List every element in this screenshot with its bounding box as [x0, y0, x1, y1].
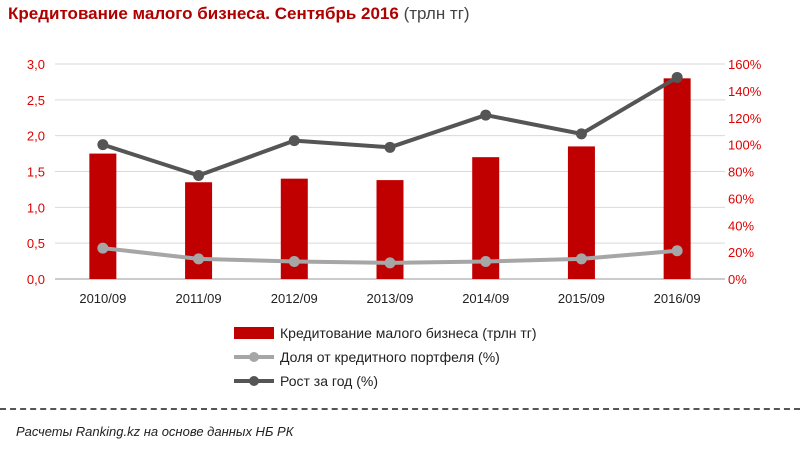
y-right-tick-label: 40%	[728, 218, 754, 233]
series-point	[193, 253, 205, 265]
series-point	[384, 257, 396, 269]
legend-label: Доля от кредитного портфеля (%)	[280, 349, 500, 365]
series-point	[575, 253, 587, 265]
series-point	[671, 245, 683, 257]
y-left-tick-label: 0,5	[27, 236, 45, 251]
series-point	[288, 135, 300, 147]
y-left-tick-label: 2,0	[27, 129, 45, 144]
series-point	[575, 128, 587, 140]
bar	[185, 182, 213, 279]
series-point	[480, 256, 492, 268]
y-left-tick-label: 0,0	[27, 272, 45, 287]
legend-label: Кредитование малого бизнеса (трлн тг)	[280, 325, 537, 341]
y-right-tick-label: 140%	[728, 84, 762, 99]
x-tick-label: 2011/09	[176, 291, 222, 306]
y-left-tick-label: 2,5	[27, 93, 45, 108]
source-note: Расчеты Ranking.kz на основе данных НБ Р…	[16, 424, 294, 439]
chart-title: Кредитование малого бизнеса. Сентябрь 20…	[8, 4, 470, 24]
chart-title-unit: (трлн тг)	[403, 4, 470, 23]
y-right-tick-label: 80%	[728, 165, 754, 180]
series-point	[671, 71, 683, 83]
y-left-tick-label: 1,5	[27, 165, 45, 180]
y-right-tick-label: 160%	[728, 57, 762, 72]
y-right-tick-label: 0%	[728, 272, 747, 287]
legend-swatch-point	[249, 352, 259, 362]
chart-title-main: Кредитование малого бизнеса. Сентябрь 20…	[8, 4, 399, 23]
series-point	[97, 242, 109, 254]
y-right-tick-label: 60%	[728, 191, 754, 206]
x-tick-label: 2010/09	[79, 291, 126, 306]
x-tick-label: 2012/09	[271, 291, 318, 306]
x-tick-label: 2014/09	[462, 291, 509, 306]
series-point	[193, 170, 205, 182]
y-right-tick-label: 120%	[728, 111, 762, 126]
x-tick-label: 2013/09	[367, 291, 414, 306]
combo-chart: 0,0 0,5 1,0 1,5 2,0 2,5 3,0 0% 20% 40% 60% 80% 100% 1…	[27, 57, 762, 389]
legend-swatch-point	[249, 376, 259, 386]
dashed-divider	[0, 408, 800, 410]
y-left-tick-label: 1,0	[27, 200, 45, 215]
y-right-tick-label: 20%	[728, 245, 754, 260]
bar	[89, 153, 117, 279]
x-tick-label: 2015/09	[558, 291, 605, 306]
series-point	[384, 141, 396, 153]
series-point	[97, 139, 109, 151]
legend-label: Рост за год (%)	[280, 373, 378, 389]
y-right-tick-label: 100%	[728, 138, 762, 153]
series-point	[288, 256, 300, 268]
y-left-tick-label: 3,0	[27, 57, 45, 72]
series-point	[480, 109, 492, 121]
x-tick-label: 2016/09	[654, 291, 701, 306]
legend-swatch-bar	[234, 327, 274, 339]
